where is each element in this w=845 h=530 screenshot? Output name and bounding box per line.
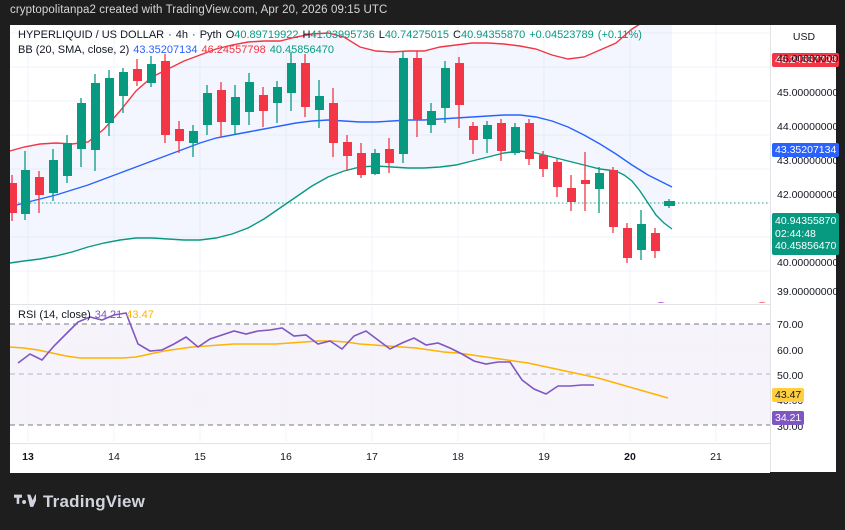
bb-lower-price-tag: 40.45856470 xyxy=(775,240,837,252)
legend-change-pct: (+0.11%) xyxy=(597,29,642,41)
time-label-21: 21 xyxy=(710,451,722,463)
time-label-14: 14 xyxy=(108,451,120,463)
legend-o-label: O xyxy=(225,29,235,41)
rsi-tick-60: 60.00 xyxy=(777,345,804,357)
rsi-signal-line xyxy=(10,340,669,399)
bollinger-upper-band xyxy=(10,25,640,152)
bb-basis-value: 43.35207134 xyxy=(133,44,198,56)
chart-card: HYPERLIQUID / US DOLLAR · 4h · Pyth O40.89719… xyxy=(10,25,840,473)
bb-upper-value: 46.24557798 xyxy=(201,44,266,56)
price-tick-40: 40.00000000 xyxy=(777,257,839,269)
bb-upper-price-tag: 46.24557798 xyxy=(772,53,840,67)
candlestick-series xyxy=(10,51,675,263)
tradingview-logo-icon xyxy=(14,494,36,507)
price-legend-line2[interactable]: BB (20, SMA, close, 2) 43.35207134 46.2455… xyxy=(18,44,338,57)
rsi-line xyxy=(17,312,594,395)
legend-symbol: HYPERLIQUID / US DOLLAR xyxy=(18,29,165,41)
legend-o-value: 40.89719922 xyxy=(234,29,299,41)
price-tick-45: 45.00000000 xyxy=(777,87,839,99)
last-price-value: 40.94355870 xyxy=(775,215,837,227)
price-chart-svg xyxy=(10,25,770,303)
rsi-signal-tag: 43.47 xyxy=(772,388,805,402)
rsi-pane[interactable]: RSI (14, close) 34.21 43.47 xyxy=(10,306,770,442)
price-axis[interactable]: USD 46.24557798 46.00000000 45.00000000 … xyxy=(770,25,840,472)
price-tick-42: 42.00000000 xyxy=(777,189,839,201)
legend-change: +0.04523789 xyxy=(529,29,594,41)
time-label-18: 18 xyxy=(452,451,464,463)
bb-lower-value: 40.45856470 xyxy=(269,44,334,56)
rsi-value-tag: 34.21 xyxy=(772,411,805,425)
price-tick-43: 43.00000000 xyxy=(777,155,839,167)
currency-label[interactable]: USD xyxy=(776,28,832,47)
rsi-legend-value: 34.21 xyxy=(94,309,123,321)
legend-l-label: L xyxy=(378,29,385,41)
time-label-20: 20 xyxy=(624,451,636,463)
price-tick-46: 46.00000000 xyxy=(777,53,839,65)
last-price-tag-group[interactable]: 40.94355870 02:44:48 40.45856470 xyxy=(772,213,840,255)
price-legend-line1: HYPERLIQUID / US DOLLAR · 4h · Pyth O40.89719… xyxy=(18,29,646,42)
legend-source: Pyth xyxy=(199,29,222,41)
rsi-legend-signal: 43.47 xyxy=(126,309,154,321)
legend-sep2: · xyxy=(192,29,196,41)
price-tick-44: 44.00000000 xyxy=(777,121,839,133)
rsi-legend[interactable]: RSI (14, close) 34.21 43.47 xyxy=(18,309,158,322)
bb-basis-price-tag: 43.35207134 xyxy=(772,143,840,157)
legend-sep1: · xyxy=(168,29,172,41)
legend-l-value: 40.74275015 xyxy=(384,29,450,41)
time-label-17: 17 xyxy=(366,451,378,463)
rsi-tick-50: 50.00 xyxy=(777,370,804,382)
legend-c-label: C xyxy=(453,29,461,41)
time-label-15: 15 xyxy=(194,451,206,463)
bb-indicator-title: BB (20, SMA, close, 2) xyxy=(18,44,130,56)
bollinger-basis-line xyxy=(10,114,673,208)
bollinger-band-fill xyxy=(10,25,672,263)
time-label-16: 16 xyxy=(280,451,292,463)
time-axis[interactable]: 13 14 15 16 17 18 19 20 21 xyxy=(10,443,770,473)
rsi-chart-svg xyxy=(10,306,770,442)
legend-interval: 4h xyxy=(175,29,189,41)
tradingview-wordmark: TradingView xyxy=(43,492,146,511)
time-label-19: 19 xyxy=(538,451,550,463)
pane-separator[interactable] xyxy=(10,304,770,305)
rsi-indicator-title: RSI (14, close) xyxy=(18,309,91,321)
time-label-13: 13 xyxy=(22,451,34,463)
price-tick-39: 39.00000000 xyxy=(777,286,839,298)
rsi-tick-70: 70.00 xyxy=(777,319,804,331)
tradingview-footer[interactable]: TradingView xyxy=(14,492,145,512)
price-pane[interactable]: HYPERLIQUID / US DOLLAR · 4h · Pyth O40.89719… xyxy=(10,25,770,303)
bar-countdown: 02:44:48 xyxy=(775,227,816,240)
attribution-text: cryptopolitanpa2 created with TradingVie… xyxy=(10,4,388,16)
legend-h-label: H xyxy=(302,29,311,41)
legend-c-value: 40.94355870 xyxy=(461,29,526,41)
legend-h-value: 41.03995736 xyxy=(310,29,375,41)
